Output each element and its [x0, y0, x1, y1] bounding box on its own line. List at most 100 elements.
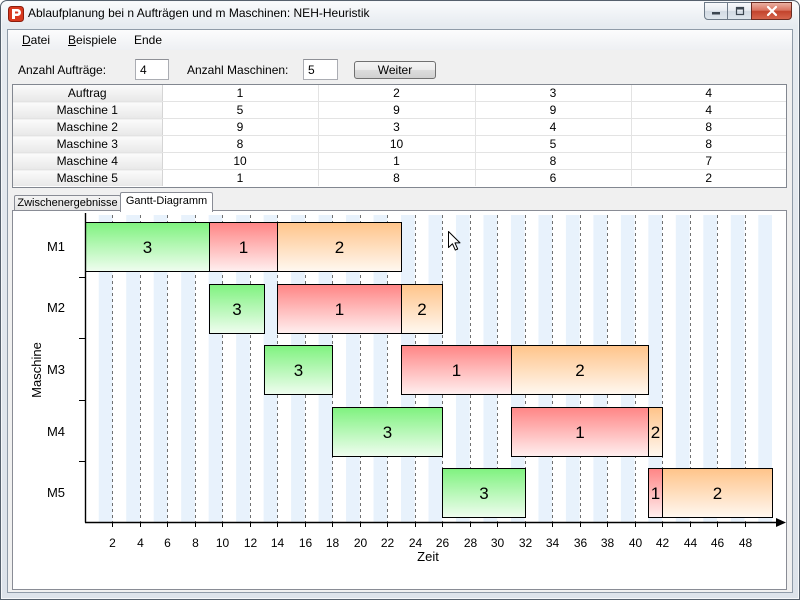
gantt-bar-label: 2 — [651, 423, 660, 442]
gantt-bar-m1-job-1 — [209, 222, 278, 272]
x-tick-label: 32 — [519, 536, 533, 550]
x-tick-label: 18 — [326, 536, 340, 550]
menu-datei[interactable]: Datei — [22, 33, 51, 47]
x-tick-label: 40 — [629, 536, 643, 550]
processing-time-table: Auftrag 1 2 3 4 Maschine 1 5 9 9 4 Masch… — [13, 85, 786, 186]
gantt-bar-m4-job-3 — [332, 407, 443, 457]
gantt-bar-m2-job-2 — [401, 284, 443, 334]
job-2-bars: 2 2 2 2 2 — [277, 222, 773, 518]
table-cell[interactable]: 6 — [475, 169, 632, 186]
table-header-cell[interactable]: 1 — [162, 85, 319, 102]
table-header-cell[interactable]: 3 — [475, 85, 632, 102]
table-header-cell[interactable]: 2 — [318, 85, 476, 102]
machine-label: M4 — [47, 424, 65, 439]
gantt-bar-label: 2 — [335, 238, 344, 257]
gantt-bar-label: 2 — [575, 361, 584, 380]
grid-stripe — [730, 215, 745, 522]
window-title: Ablaufplanung bei n Aufträgen und m Masc… — [28, 6, 370, 20]
table-row: Maschine 4 10 1 8 7 — [13, 152, 786, 170]
close-button[interactable] — [751, 2, 792, 20]
maximize-icon — [735, 6, 744, 16]
gantt-bar-m3-job-3 — [264, 345, 333, 395]
gantt-bar-m5-job-2 — [662, 468, 773, 518]
x-tick-label: 24 — [409, 536, 423, 550]
gantt-bar-label: 3 — [479, 484, 488, 503]
x-tick-label: 22 — [381, 536, 395, 550]
machine-label: M1 — [47, 239, 65, 254]
jobs-count-input[interactable] — [135, 59, 169, 80]
x-tick-label: 38 — [601, 536, 615, 550]
machine-labels: M1 M2 M3 M4 M5 — [47, 239, 65, 500]
gantt-bar-label: 2 — [713, 484, 722, 503]
table-row: Maschine 2 9 3 4 8 — [13, 118, 786, 136]
app-icon[interactable] — [8, 6, 24, 22]
row-header-cell: Maschine 5 — [13, 169, 163, 186]
table-cell[interactable]: 1 — [318, 152, 476, 170]
machines-count-input[interactable] — [303, 59, 338, 80]
x-tick-label: 16 — [299, 536, 313, 550]
table-cell[interactable]: 8 — [162, 135, 319, 153]
table-cell[interactable]: 8 — [631, 118, 786, 136]
table-header-cell[interactable]: 4 — [631, 85, 786, 102]
menu-bar — [8, 30, 792, 50]
x-tick-label: 44 — [684, 536, 698, 550]
x-tick-label: 12 — [244, 536, 258, 550]
x-axis-arrow — [776, 518, 786, 527]
table-cell[interactable]: 3 — [318, 118, 476, 136]
table-cell[interactable]: 4 — [631, 101, 786, 119]
gantt-bar-m4-job-1 — [511, 407, 649, 457]
gantt-bar-label: 1 — [575, 423, 584, 442]
grid-stripe — [758, 215, 772, 522]
table-cell[interactable]: 9 — [162, 118, 319, 136]
table-cell[interactable]: 5 — [162, 101, 319, 119]
x-tick-label: 36 — [574, 536, 588, 550]
x-tick-label: 8 — [192, 536, 199, 550]
tab-gantt-diagramm[interactable]: Gantt-Diagramm — [120, 192, 213, 212]
machine-label: M2 — [47, 300, 65, 315]
grid-stripe — [181, 215, 195, 522]
gantt-bar-m1-job-2 — [277, 222, 402, 272]
table-cell[interactable]: 9 — [318, 101, 476, 119]
grid-stripe — [153, 215, 168, 522]
x-tick-label: 30 — [491, 536, 505, 550]
x-tick-label: 10 — [216, 536, 230, 550]
processing-time-grid[interactable]: Auftrag 1 2 3 4 Maschine 1 5 9 9 4 Masch… — [12, 84, 787, 188]
gantt-bar-m1-job-3 — [85, 222, 210, 272]
machines-count-label: Anzahl Maschinen: — [187, 63, 289, 77]
x-tick-label: 20 — [354, 536, 368, 550]
menu-ende[interactable]: Ende — [134, 33, 163, 47]
axes: 2 4 6 8 10 12 14 16 18 20 22 24 26 28 30 32 34 36 38 40 42 44… — [79, 213, 786, 550]
tab-zwischenergebnisse[interactable]: Zwischenergebnisse — [14, 195, 121, 211]
gantt-panel: 3 3 3 3 3 1 1 1 1 1 2 2 2 2 2 2 4 6 8 10 12 14 16 18 20 22 24 26 28 3… — [12, 210, 787, 590]
job-1-bars: 1 1 1 1 1 — [209, 222, 663, 518]
minimize-button[interactable] — [704, 2, 728, 20]
x-tick-label: 26 — [436, 536, 450, 550]
table-cell[interactable]: 2 — [705, 171, 713, 185]
table-cell[interactable]: 8 — [475, 152, 632, 170]
machine-label: M5 — [47, 485, 65, 500]
table-cell[interactable]: 7 — [631, 152, 786, 170]
table-cell[interactable]: 4 — [475, 118, 632, 136]
gantt-bar-m3-job-2 — [511, 345, 649, 395]
table-row: Maschine 1 5 9 9 4 — [13, 101, 786, 119]
gantt-bar-m5-job-3 — [442, 468, 526, 518]
table-cell[interactable]: 10 — [318, 135, 476, 153]
x-tick-label: 14 — [271, 536, 285, 550]
table-cell[interactable]: 10 — [162, 152, 319, 170]
y-axis-label: Maschine — [29, 342, 44, 398]
table-cell[interactable]: 1 — [162, 169, 319, 186]
gantt-bar-label: 1 — [239, 238, 248, 257]
table-cell[interactable]: 8 — [631, 135, 786, 153]
mouse-cursor-icon — [448, 231, 461, 251]
table-cell[interactable]: 5 — [475, 135, 632, 153]
table-cell[interactable]: 8 — [318, 169, 476, 186]
grid-stripe — [703, 215, 718, 522]
x-tick-label: 46 — [711, 536, 725, 550]
next-button[interactable]: Weiter — [354, 61, 436, 79]
table-cell[interactable]: 9 — [475, 101, 632, 119]
x-tick-label: 2 — [109, 536, 116, 550]
maximize-button[interactable] — [727, 2, 752, 20]
menu-beispiele[interactable]: Beispiele — [68, 33, 117, 47]
